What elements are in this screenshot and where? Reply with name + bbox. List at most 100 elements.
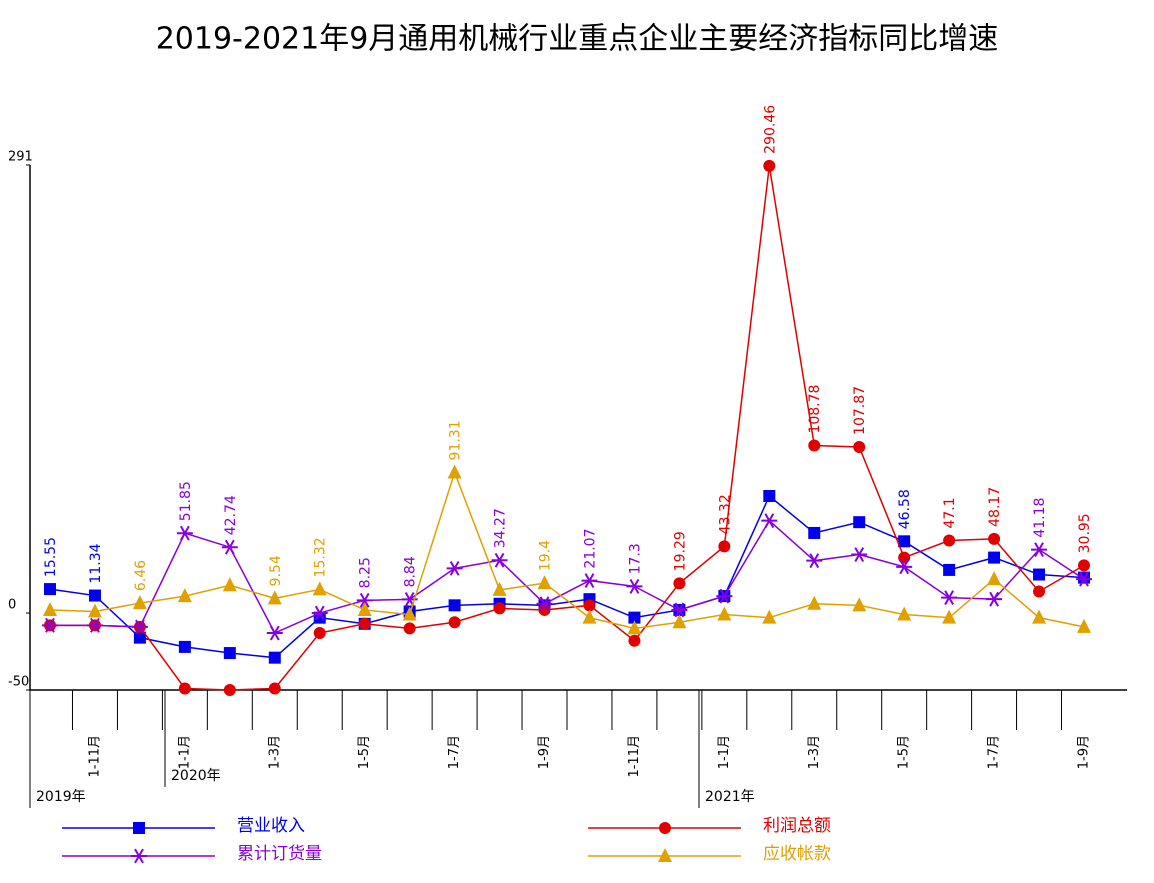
marker [446, 560, 463, 576]
value-label: 51.85 [178, 481, 194, 521]
marker [941, 590, 958, 606]
y-tick-label: 0 [8, 598, 16, 613]
marker [627, 620, 642, 635]
value-label: 15.32 [313, 537, 329, 577]
value-label: 47.1 [942, 497, 958, 528]
marker [942, 609, 957, 624]
marker [178, 640, 191, 653]
marker [131, 619, 148, 635]
marker [761, 513, 778, 529]
legend-marker [659, 822, 671, 834]
series-line [49, 470, 1085, 630]
marker [1032, 609, 1047, 624]
marker [852, 597, 867, 612]
series-line [50, 165, 1085, 691]
value-label: 30.95 [1077, 513, 1093, 553]
marker [88, 589, 101, 602]
marker [403, 622, 416, 635]
marker [672, 614, 687, 629]
x-tick-label: 1-7月 [987, 735, 1002, 769]
value-label: 91.31 [448, 420, 464, 460]
marker [898, 551, 911, 564]
marker [311, 605, 328, 621]
marker [221, 539, 238, 555]
legend-label: 利润总额 [763, 816, 831, 836]
marker [1078, 559, 1090, 572]
legend-label: 累计订货量 [237, 844, 322, 864]
marker [312, 581, 327, 596]
marker [268, 651, 281, 664]
x-tick-label: 1-9月 [537, 735, 552, 769]
chart-title: 2019-2021年9月通用机械行业重点企业主要经济指标同比增速 [156, 22, 999, 57]
value-label: 34.27 [493, 508, 509, 548]
marker [447, 464, 462, 479]
series-line [49, 494, 1085, 659]
value-label: 8.84 [403, 556, 419, 587]
value-label: 17.3 [627, 543, 643, 574]
marker [44, 583, 56, 596]
legend-marker [658, 848, 672, 862]
marker [581, 573, 598, 589]
legend-label: 营业收入 [237, 816, 305, 836]
marker [898, 535, 911, 548]
marker [1033, 585, 1046, 598]
value-label: 290.46 [762, 105, 778, 154]
marker [987, 571, 1002, 586]
marker [358, 617, 371, 630]
year-label: 2020年 [171, 768, 221, 784]
marker [266, 625, 283, 641]
value-label: 42.74 [223, 495, 239, 535]
marker [851, 547, 868, 562]
series-line [50, 519, 1085, 635]
marker [896, 559, 913, 575]
marker [671, 602, 688, 618]
y-tick-label: 291 [8, 150, 33, 165]
x-tick-label: 1-11月 [627, 735, 642, 778]
x-tick-label: 1-5月 [897, 735, 912, 769]
year-label: 2021年 [705, 789, 755, 805]
marker [133, 631, 146, 644]
marker [988, 551, 1001, 564]
marker [223, 684, 236, 696]
marker [537, 575, 552, 590]
marker [402, 606, 417, 621]
marker [897, 606, 912, 621]
value-label: 11.34 [88, 543, 104, 583]
value-label: 41.18 [1032, 498, 1048, 538]
y-tick-label: -50 [8, 675, 29, 690]
x-tick-label: 1-3月 [267, 735, 282, 769]
marker [86, 617, 103, 633]
marker [628, 611, 641, 624]
marker [448, 616, 461, 629]
marker [357, 601, 372, 616]
marker [943, 534, 956, 547]
marker [132, 595, 147, 610]
x-tick-label: 1-1月 [717, 735, 732, 769]
marker [268, 682, 281, 695]
marker [806, 553, 823, 569]
marker [807, 595, 822, 610]
marker [448, 599, 461, 612]
marker [267, 590, 282, 605]
value-label: 108.78 [807, 385, 823, 434]
marker [223, 647, 236, 660]
legend-label: 应收帐款 [763, 844, 831, 864]
marker [1077, 618, 1091, 633]
marker [853, 516, 866, 529]
marker [1076, 571, 1092, 587]
x-tick-label: 1-5月 [357, 735, 372, 769]
marker [356, 592, 373, 608]
marker [943, 563, 956, 576]
marker [177, 588, 192, 603]
legend-marker [131, 848, 147, 864]
marker [538, 603, 551, 616]
marker [988, 532, 1001, 545]
value-label: 107.87 [852, 386, 868, 435]
marker [808, 439, 821, 452]
marker [986, 591, 1003, 607]
marker [1033, 568, 1046, 581]
value-label: 19.4 [538, 540, 554, 571]
marker [763, 490, 776, 503]
x-tick-label: 1-9月 [1077, 735, 1092, 769]
